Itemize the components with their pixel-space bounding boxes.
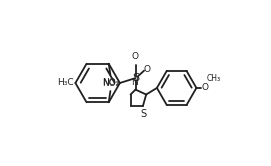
- Text: NO₂: NO₂: [102, 78, 119, 87]
- Text: H₃C: H₃C: [57, 78, 74, 87]
- Text: N: N: [131, 78, 138, 87]
- Text: O: O: [144, 65, 150, 74]
- Text: S: S: [140, 109, 146, 119]
- Text: CH₃: CH₃: [207, 74, 221, 83]
- Text: O: O: [202, 83, 209, 92]
- Text: NO₂: NO₂: [102, 79, 119, 88]
- Text: O: O: [132, 52, 139, 61]
- Text: S: S: [132, 73, 139, 83]
